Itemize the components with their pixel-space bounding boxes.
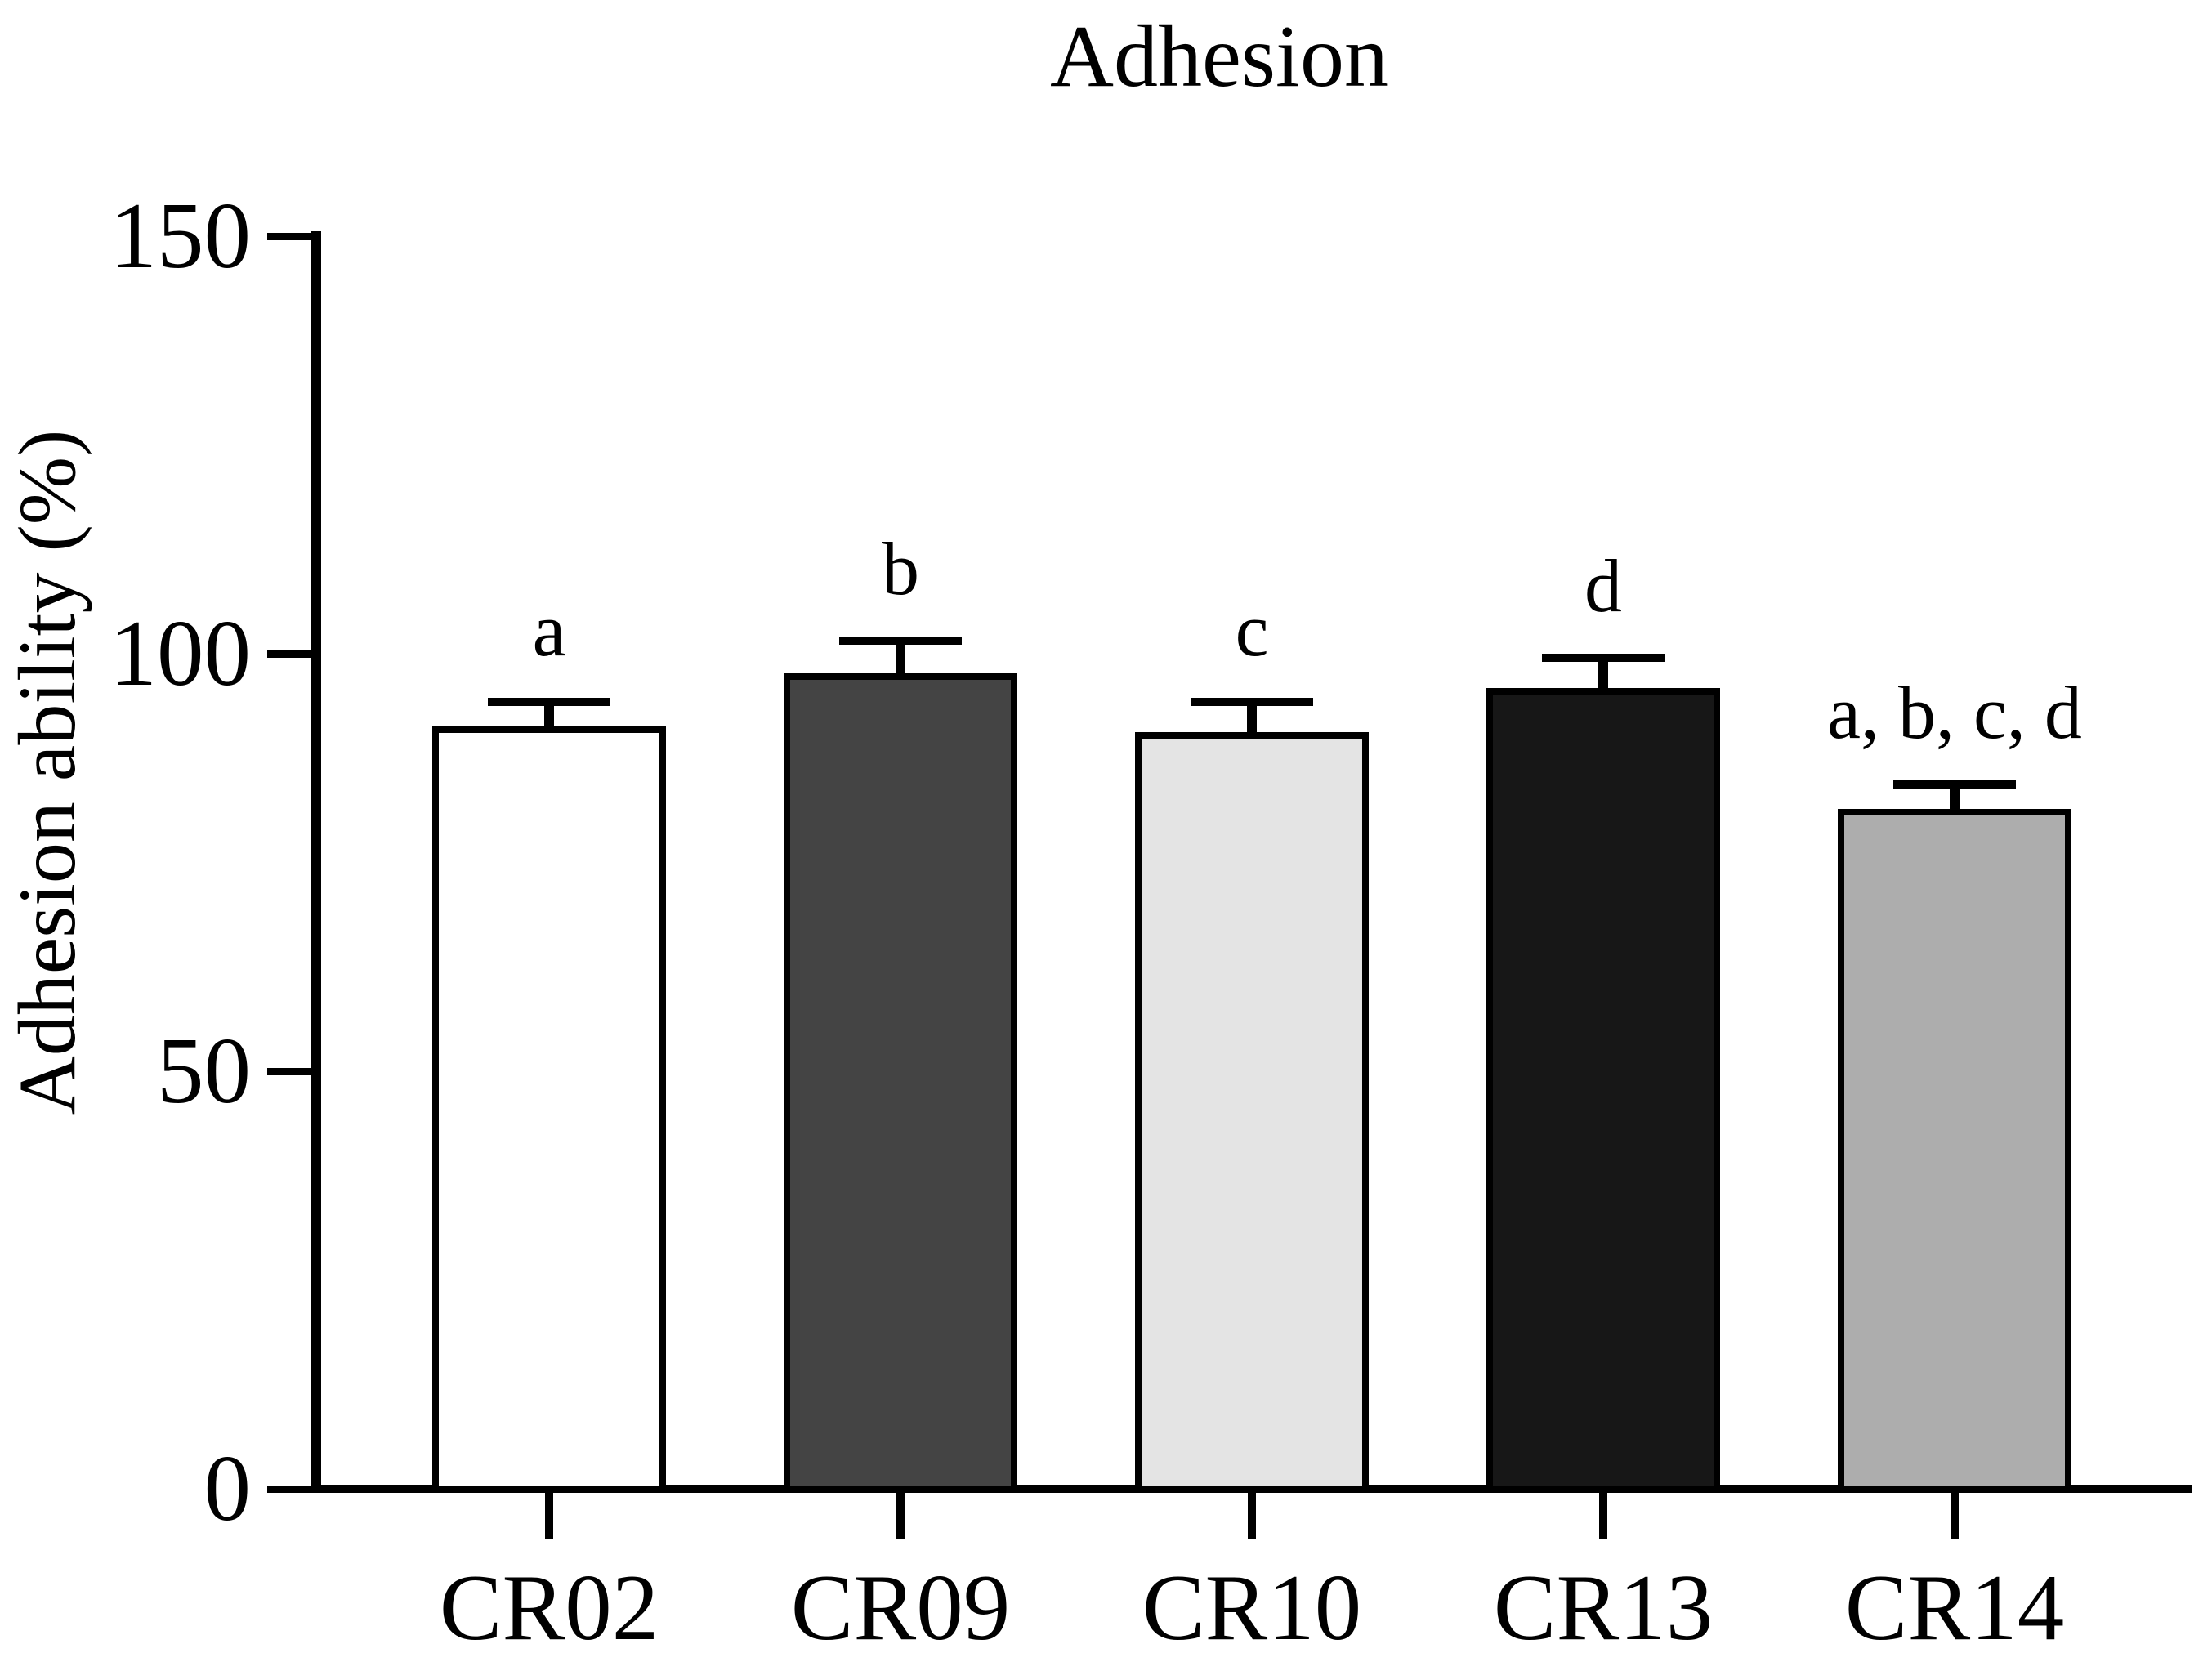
x-tick-label-cr14: CR14 (1844, 1556, 2065, 1660)
error-bar-cap-cr14 (1893, 780, 2016, 789)
y-tick-label: 0 (203, 1436, 252, 1540)
y-tick (267, 233, 316, 240)
x-tick-cr10 (1248, 1493, 1256, 1539)
significance-label-cr02: a (532, 588, 566, 672)
x-tick-cr02 (545, 1493, 553, 1539)
x-tick-label-cr09: CR09 (790, 1556, 1011, 1660)
x-tick-cr09 (896, 1493, 905, 1539)
x-tick-cr13 (1599, 1493, 1607, 1539)
y-tick (267, 1068, 316, 1075)
y-tick-label: 50 (157, 1019, 251, 1123)
error-bar-stem-cr10 (1247, 702, 1257, 732)
significance-label-cr10: c (1235, 588, 1269, 672)
x-tick-label-cr10: CR10 (1142, 1556, 1362, 1660)
significance-label-cr13: d (1584, 544, 1622, 628)
error-bar-stem-cr13 (1598, 658, 1608, 688)
y-tick-label: 100 (109, 601, 252, 705)
bar-cr13 (1486, 688, 1720, 1493)
x-tick-label-cr13: CR13 (1493, 1556, 1714, 1660)
error-bar-stem-cr09 (896, 641, 905, 673)
bar-cr02 (432, 726, 666, 1493)
chart-title: Adhesion (1050, 8, 1388, 105)
bar-cr14 (1838, 809, 2071, 1493)
significance-label-cr14: a, b, c, d (1827, 671, 2082, 754)
error-bar-stem-cr02 (544, 702, 554, 726)
y-tick (267, 650, 316, 658)
error-bar-cap-cr10 (1191, 698, 1313, 706)
y-tick (267, 1486, 316, 1493)
x-tick-cr14 (1951, 1493, 1959, 1539)
error-bar-cap-cr02 (488, 698, 610, 706)
error-bar-stem-cr14 (1950, 784, 1960, 809)
bar-cr10 (1135, 732, 1369, 1493)
y-tick-label: 150 (109, 184, 252, 288)
x-tick-label-cr02: CR02 (439, 1556, 659, 1660)
y-axis-title: Adhesion ability (%) (2, 429, 92, 1115)
significance-label-cr09: b (882, 527, 919, 610)
bar-cr09 (784, 673, 1017, 1493)
error-bar-cap-cr13 (1542, 654, 1665, 662)
y-axis-line (311, 231, 321, 1493)
error-bar-cap-cr09 (839, 637, 962, 645)
